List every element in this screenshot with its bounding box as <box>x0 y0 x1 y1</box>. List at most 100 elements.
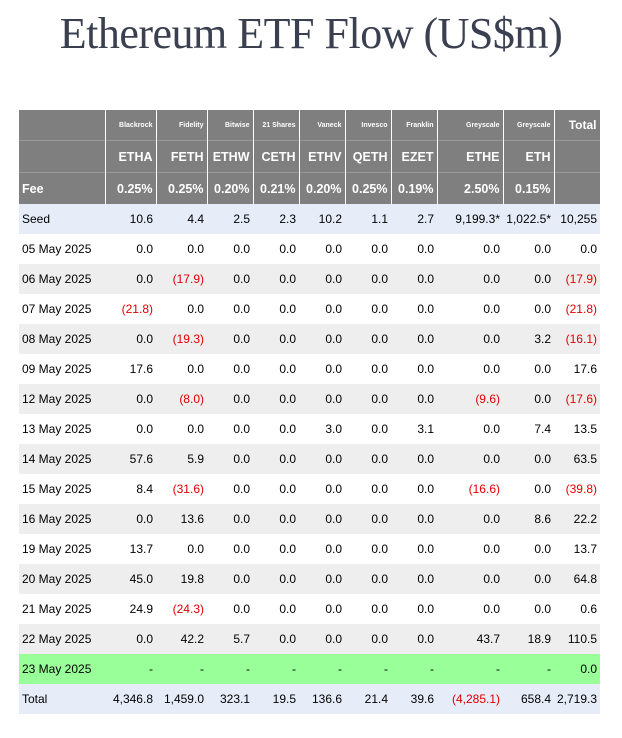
flow-value-cell: 0.0 <box>437 414 503 444</box>
flow-value-cell: 0.0 <box>207 264 253 294</box>
flow-value-cell: 0.0 <box>503 234 554 264</box>
flow-value-cell: 3.0 <box>299 414 345 444</box>
flow-value-cell: 0.0 <box>299 384 345 414</box>
flow-value-cell: - <box>253 654 299 684</box>
flow-value-cell: 0.0 <box>391 594 437 624</box>
flow-value-cell: 0.0 <box>207 444 253 474</box>
total-column-header: Total <box>554 110 601 141</box>
flow-value-cell: 17.6 <box>105 354 156 384</box>
table-row: 16 May 2025 0.0 13.6 0.0 0.0 0.0 0.0 0.0 0.0 8.6 2… <box>19 504 600 534</box>
flow-value-cell: (24.3) <box>156 594 207 624</box>
flow-value-cell: 45.0 <box>105 564 156 594</box>
flow-value-cell: 9,199.3* <box>437 204 503 234</box>
flow-value-cell: 21.4 <box>345 684 391 714</box>
flow-value-cell: - <box>503 654 554 684</box>
table-row: 12 May 2025 0.0 (8.0) 0.0 0.0 0.0 0.0 0.0 (9.6) 0… <box>19 384 600 414</box>
flow-value-cell: 0.0 <box>253 354 299 384</box>
flow-value-cell: 0.0 <box>345 294 391 324</box>
row-total-cell: 13.7 <box>554 534 600 564</box>
flow-value-cell: 0.0 <box>437 294 503 324</box>
table-row: 08 May 2025 0.0 (19.3) 0.0 0.0 0.0 0.0 0.0 0.0 3.… <box>19 324 600 354</box>
flow-value-cell: 0.0 <box>207 414 253 444</box>
flow-value-cell: 0.0 <box>437 264 503 294</box>
table-row: 13 May 2025 0.0 0.0 0.0 0.0 3.0 0.0 3.1 0.0 7.4 13… <box>19 414 600 444</box>
table-row: 22 May 2025 0.0 42.2 5.7 0.0 0.0 0.0 0.0 43.7 18.… <box>19 624 600 654</box>
flow-value-cell: - <box>207 654 253 684</box>
flow-value-cell: 0.0 <box>437 564 503 594</box>
fee-header-row: Fee 0.25% 0.25% 0.20% 0.21% 0.20% 0.25% … <box>19 172 601 204</box>
flow-value-cell: 0.0 <box>391 264 437 294</box>
flow-value-cell: 0.0 <box>437 444 503 474</box>
flow-value-cell: 0.0 <box>156 294 207 324</box>
flow-value-cell: 0.0 <box>207 504 253 534</box>
flow-value-cell: 0.0 <box>437 354 503 384</box>
flow-value-cell: 5.9 <box>156 444 207 474</box>
table-row: Total 4,346.8 1,459.0 323.1 19.5 136.6 21.4 39.… <box>19 684 600 714</box>
flow-value-cell: 0.0 <box>207 534 253 564</box>
flow-value-cell: 0.0 <box>105 624 156 654</box>
flow-value-cell: 0.0 <box>503 384 554 414</box>
table-row: Seed 10.6 4.4 2.5 2.3 10.2 1.1 2.7 9,199.3* 1,022… <box>19 204 600 234</box>
ticker-label: CETH <box>253 140 300 173</box>
flow-value-cell: 0.0 <box>105 504 156 534</box>
flow-value-cell: 0.0 <box>345 564 391 594</box>
issuer-name: Blackrock <box>105 110 157 141</box>
flow-value-cell: 0.0 <box>345 504 391 534</box>
flow-value-cell: 0.0 <box>503 474 554 504</box>
row-total-cell: 22.2 <box>554 504 600 534</box>
flow-value-cell: 3.2 <box>503 324 554 354</box>
flow-value-cell: 0.0 <box>253 594 299 624</box>
flow-value-cell: 136.6 <box>299 684 345 714</box>
flow-value-cell: 0.0 <box>299 474 345 504</box>
flow-value-cell: 19.8 <box>156 564 207 594</box>
row-total-cell: (17.6) <box>554 384 600 414</box>
flow-value-cell: 0.0 <box>391 234 437 264</box>
flow-value-cell: 0.0 <box>299 534 345 564</box>
flow-value-cell: 0.0 <box>207 354 253 384</box>
table-row: 21 May 2025 24.9 (24.3) 0.0 0.0 0.0 0.0 0.0 0.0 0… <box>19 594 600 624</box>
flow-value-cell: 0.0 <box>253 324 299 354</box>
flow-value-cell: 0.0 <box>299 624 345 654</box>
flow-value-cell: 0.0 <box>105 414 156 444</box>
flow-value-cell: 0.0 <box>299 504 345 534</box>
flow-value-cell: 0.0 <box>207 234 253 264</box>
flow-value-cell: 0.0 <box>391 384 437 414</box>
flow-value-cell: 0.0 <box>345 414 391 444</box>
issuer-name: Greyscale <box>437 110 504 141</box>
row-total-cell: 0.6 <box>554 594 600 624</box>
row-total-cell: 64.8 <box>554 564 600 594</box>
issuer-name: Bitwise <box>207 110 254 141</box>
row-date: 19 May 2025 <box>19 534 105 564</box>
flow-value-cell: 0.0 <box>156 534 207 564</box>
flow-value-cell: 0.0 <box>156 414 207 444</box>
issuer-name: Vaneck <box>299 110 346 141</box>
flow-value-cell: 0.0 <box>503 444 554 474</box>
flow-value-cell: 0.0 <box>345 594 391 624</box>
flow-value-cell: 0.0 <box>345 384 391 414</box>
flow-value-cell: 0.0 <box>437 324 503 354</box>
ticker-header-row: ETHA FETH ETHW CETH ETHV QETH EZET ETHE … <box>19 140 601 173</box>
flow-value-cell: 10.6 <box>105 204 156 234</box>
flow-value-cell: 0.0 <box>437 534 503 564</box>
row-date: 13 May 2025 <box>19 414 105 444</box>
fee-value: 0.15% <box>503 172 555 204</box>
ticker-label: ETHW <box>207 140 254 173</box>
flow-value-cell: (4,285.1) <box>437 684 503 714</box>
ticker-label: ETHA <box>105 140 157 173</box>
flow-value-cell: 0.0 <box>299 564 345 594</box>
flow-value-cell: 7.4 <box>503 414 554 444</box>
flow-value-cell: 0.0 <box>345 624 391 654</box>
table-row: 14 May 2025 57.6 5.9 0.0 0.0 0.0 0.0 0.0 0.0 0.0 6… <box>19 444 600 474</box>
table-row: 05 May 2025 0.0 0.0 0.0 0.0 0.0 0.0 0.0 0.0 0.0 0.… <box>19 234 600 264</box>
fee-value: 0.20% <box>207 172 254 204</box>
row-date: Total <box>19 684 105 714</box>
flow-value-cell: 43.7 <box>437 624 503 654</box>
row-date: 20 May 2025 <box>19 564 105 594</box>
row-total-cell: (39.8) <box>554 474 600 504</box>
issuer-name: Greyscale <box>503 110 555 141</box>
flow-value-cell: 0.0 <box>253 564 299 594</box>
row-total-cell: 13.5 <box>554 414 600 444</box>
row-date: 14 May 2025 <box>19 444 105 474</box>
issuer-name: Fidelity <box>156 110 208 141</box>
flow-value-cell: 323.1 <box>207 684 253 714</box>
